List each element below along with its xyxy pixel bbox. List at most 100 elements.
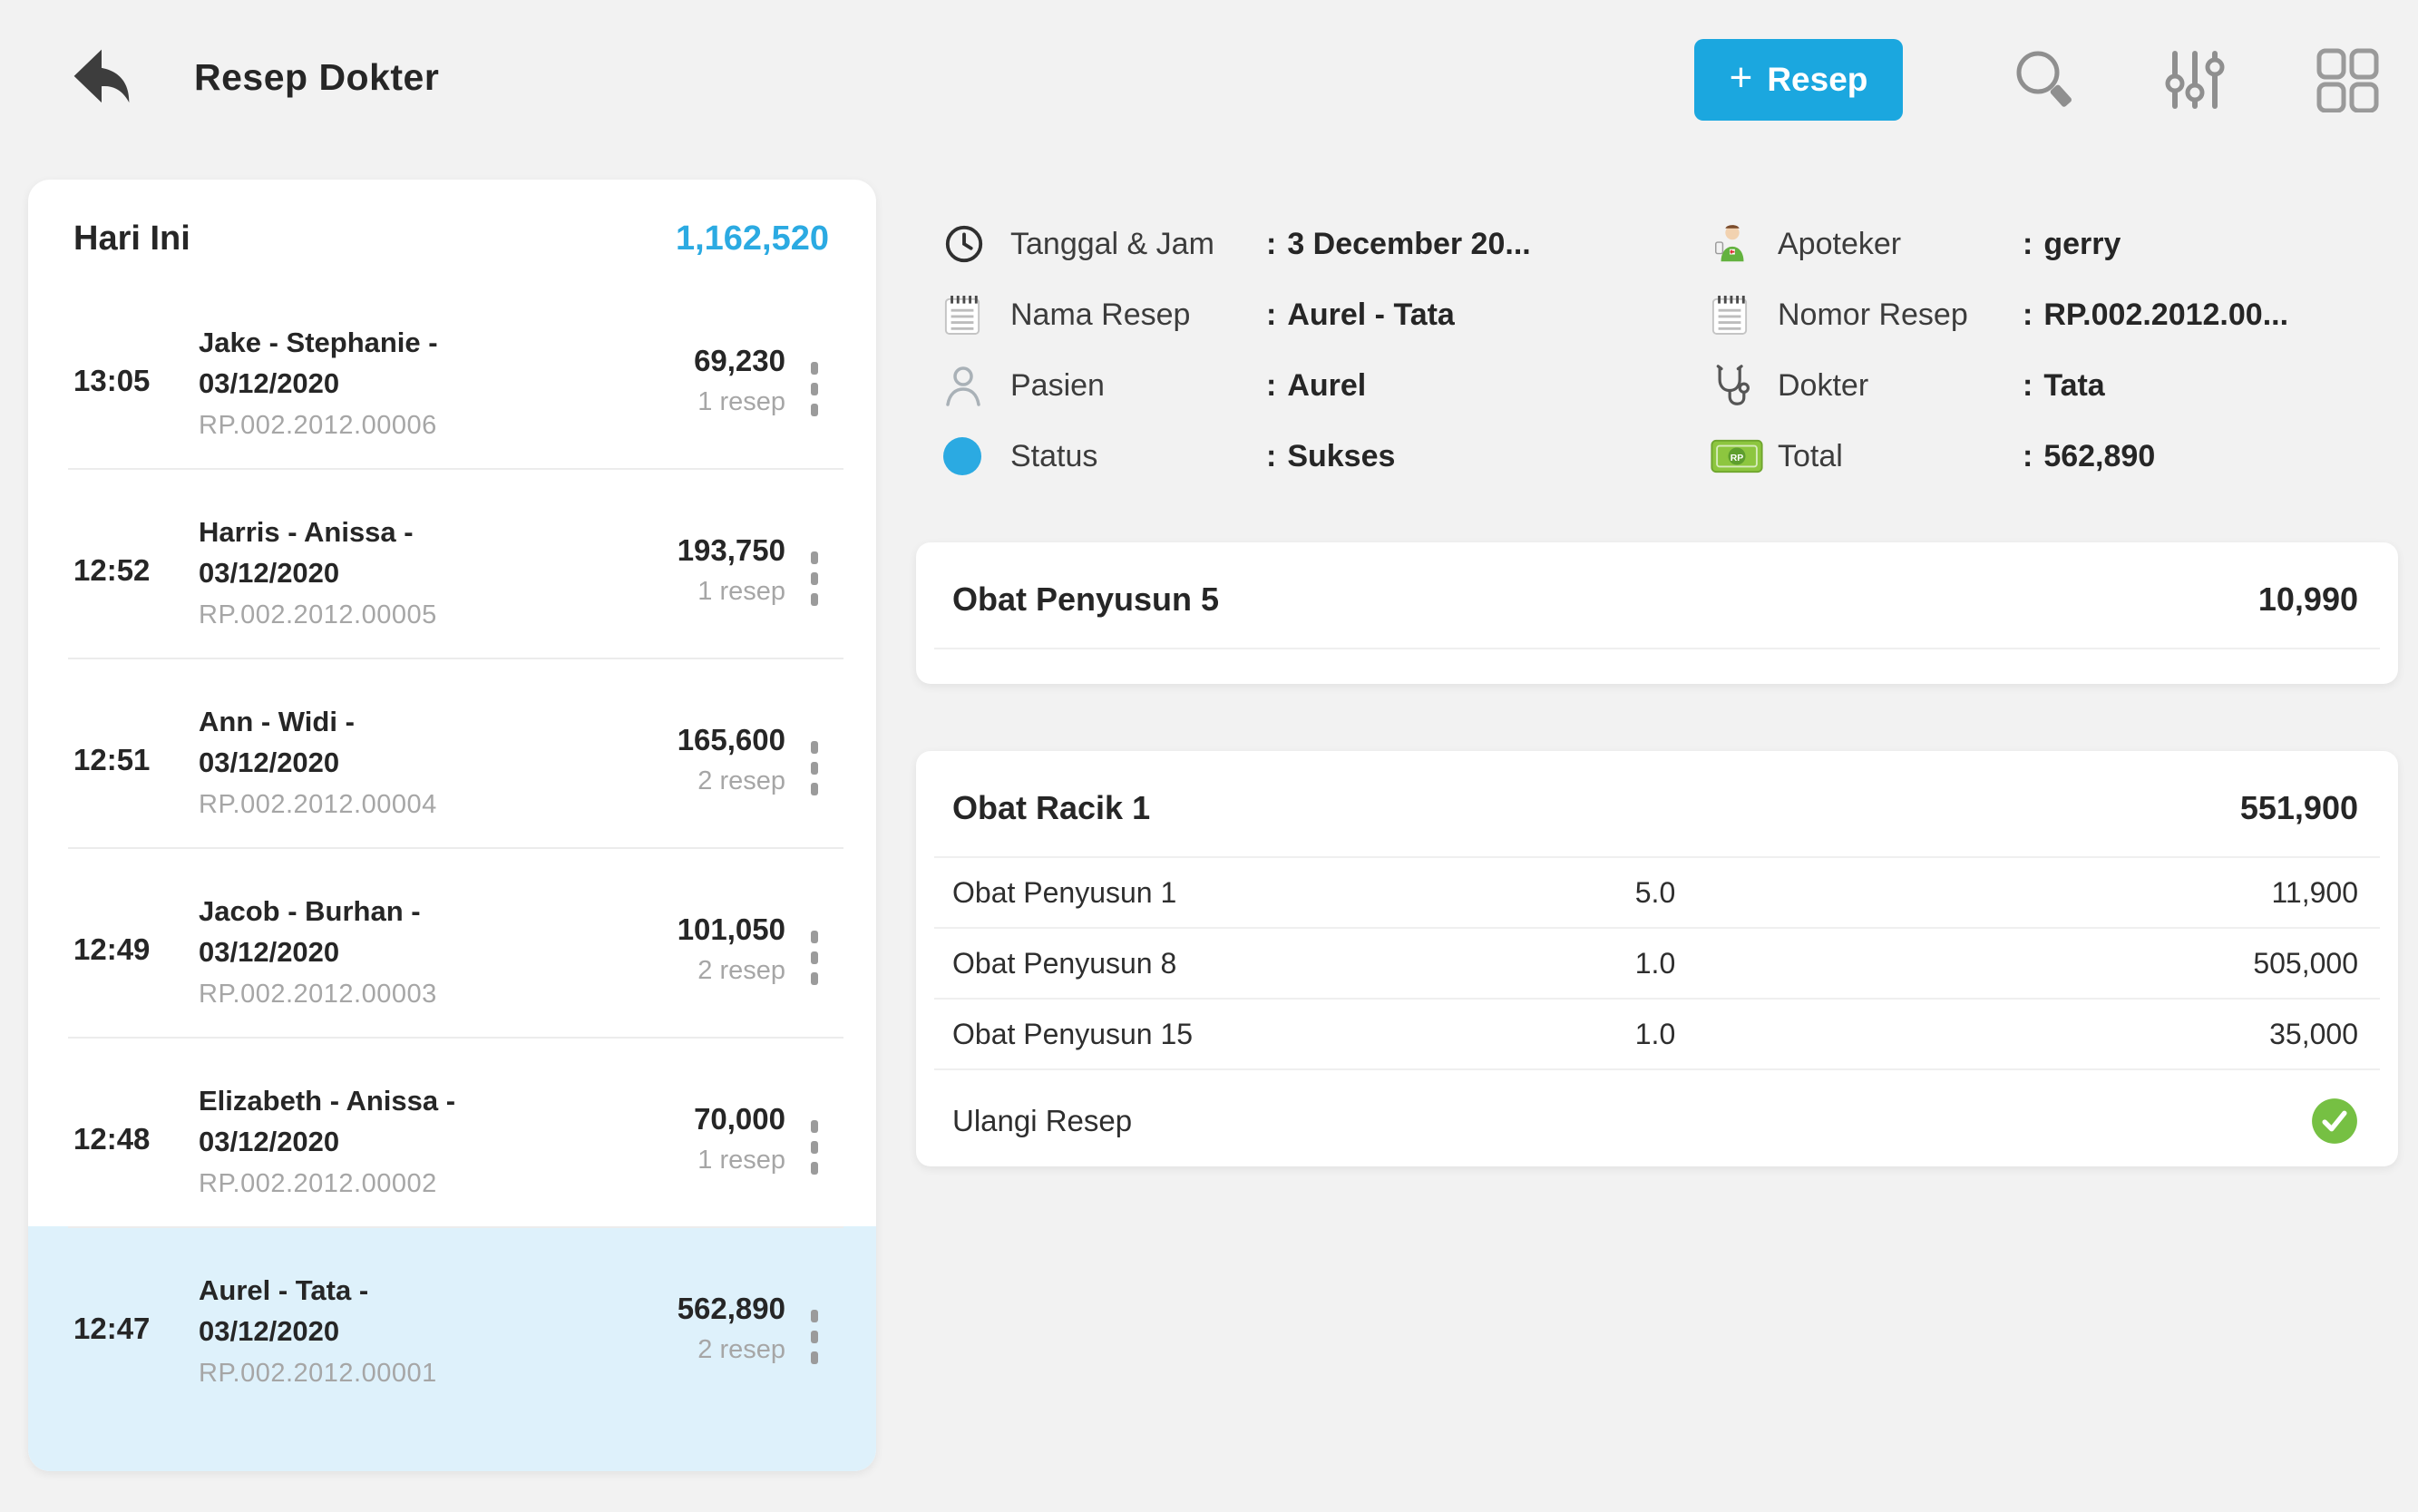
item-time: 12:48 [73,1122,151,1156]
item-code: RP.002.2012.00002 [199,1169,437,1198]
item-menu-icon[interactable] [785,931,843,1010]
item-resep-count: 2 resep [697,956,785,985]
prescription-list-item[interactable]: 13:05 Jake - Stephanie - 03/12/2020 RP.0… [28,278,876,468]
item-time: 13:05 [73,364,151,397]
item-date: 03/12/2020 [199,557,340,589]
period-total: 1,162,520 [675,219,829,258]
ingredient-name: Obat Penyusun 15 [952,1017,1194,1050]
item-code: RP.002.2012.00003 [199,980,437,1009]
card-title: Obat Penyusun 5 [952,580,1220,618]
field-apoteker: Apoteker : gerry [1711,209,2398,279]
back-arrow-icon [73,49,130,103]
ingredient-name: Obat Penyusun 1 [952,875,1177,909]
ingredient-rows: Obat Penyusun 1 5.0 11,900 Obat Penyusun… [916,858,2398,1070]
ingredient-qty: 1.0 [1634,1017,1676,1050]
item-resep-count: 1 resep [697,577,785,606]
svg-text:RP: RP [1731,454,1744,463]
top-bar: Resep Dokter + Resep [0,0,2418,163]
item-code: RP.002.2012.00005 [199,600,437,629]
divider [934,998,2380,1000]
item-amount: 193,750 [677,533,785,567]
item-resep-count: 1 resep [697,1146,785,1175]
clock-icon [945,225,983,263]
item-resep-count: 2 resep [697,766,785,795]
item-code: RP.002.2012.00006 [199,411,437,440]
item-code: RP.002.2012.00004 [199,790,437,819]
search-icon[interactable] [2012,47,2077,112]
divider [934,927,2380,929]
prescription-list-panel: Hari Ini 1,162,520 13:05 Jake - Stephani… [28,180,876,1471]
item-menu-icon[interactable] [785,1310,843,1444]
item-menu-icon[interactable] [785,362,843,441]
item-date: 03/12/2020 [199,367,340,399]
item-date: 03/12/2020 [199,1126,340,1157]
ingredient-qty: 1.0 [1634,946,1676,980]
item-menu-icon[interactable] [785,551,843,630]
item-date: 03/12/2020 [199,746,340,778]
check-circle-icon [2312,1098,2357,1144]
item-menu-icon[interactable] [785,741,843,820]
money-icon: RP [1711,439,1763,473]
obat-penyusun-card: Obat Penyusun 5 10,990 [916,542,2398,684]
list-header: Hari Ini 1,162,520 [28,180,876,278]
item-amount: 70,000 [694,1102,785,1136]
card-amount: 10,990 [2257,580,2358,618]
item-amount: 101,050 [677,912,785,946]
prescription-list-item[interactable]: 12:47 Aurel - Tata - 03/12/2020 RP.002.2… [28,1226,876,1471]
item-time: 12:51 [73,743,151,776]
field-nomor-resep: Nomor Resep : RP.002.2012.00... [1711,279,2398,350]
item-menu-icon[interactable] [785,1120,843,1199]
field-dokter: Dokter : Tata [1711,350,2398,421]
ingredient-row: Obat Penyusun 8 1.0 505,000 [916,929,2398,998]
person-icon [946,366,980,406]
item-name: Jake - Stephanie - [199,327,438,358]
prescription-list-item[interactable]: 12:49 Jacob - Burhan - 03/12/2020 RP.002… [28,847,876,1037]
item-name: Aurel - Tata - [199,1274,369,1306]
plus-icon: + [1729,55,1753,100]
grid-view-icon[interactable] [2313,47,2382,112]
prescription-detail: Tanggal & Jam :3 December 20... Nama Res… [943,209,2398,492]
field-status: Status : Sukses [943,421,1711,492]
item-time: 12:52 [73,553,151,587]
ingredient-qty: 5.0 [1634,875,1676,909]
obat-racik-card: Obat Racik 1 551,900 Obat Penyusun 1 5.0… [916,751,2398,1166]
item-name: Ann - Widi - [199,706,355,737]
add-resep-button[interactable]: + Resep [1694,39,1903,121]
item-name: Harris - Anissa - [199,516,414,548]
ingredient-row: Obat Penyusun 1 5.0 11,900 [916,858,2398,927]
prescription-list: 13:05 Jake - Stephanie - 03/12/2020 RP.0… [28,278,876,1471]
divider [934,1068,2380,1070]
item-time: 12:49 [73,932,151,966]
prescription-list-item[interactable]: 12:48 Elizabeth - Anissa - 03/12/2020 RP… [28,1037,876,1226]
item-amount: 69,230 [694,344,785,377]
ingredient-price: 35,000 [2269,1017,2358,1050]
item-time: 12:47 [73,1312,151,1345]
pharmacist-icon [1715,225,1744,262]
item-resep-count: 1 resep [697,387,785,416]
divider [934,856,2380,858]
item-date: 03/12/2020 [199,936,340,968]
item-amount: 562,890 [677,1292,785,1325]
field-pasien: Pasien : Aurel [943,350,1711,421]
page-title: Resep Dokter [194,56,440,98]
ingredient-price: 11,900 [2271,875,2359,909]
note-icon [944,296,980,335]
ulangi-resep-row: Ulangi Resep [916,1070,2398,1170]
prescription-list-item[interactable]: 12:52 Harris - Anissa - 03/12/2020 RP.00… [28,468,876,658]
item-name: Jacob - Burhan - [199,895,421,927]
item-amount: 165,600 [677,723,785,756]
note-icon [1711,296,1748,335]
ulangi-resep-label: Ulangi Resep [952,1104,1133,1137]
item-name: Elizabeth - Anissa - [199,1085,456,1117]
filter-sliders-icon[interactable] [2162,47,2228,112]
prescription-list-item[interactable]: 12:51 Ann - Widi - 03/12/2020 RP.002.201… [28,658,876,847]
field-tanggal-jam: Tanggal & Jam :3 December 20... [943,209,1711,279]
ingredient-name: Obat Penyusun 8 [952,946,1177,980]
item-code: RP.002.2012.00001 [199,1359,437,1388]
card-title: Obat Racik 1 [952,789,1151,826]
item-date: 03/12/2020 [199,1315,340,1347]
period-label: Hari Ini [73,219,190,258]
status-dot-icon [943,437,981,475]
back-button[interactable] [69,45,134,109]
